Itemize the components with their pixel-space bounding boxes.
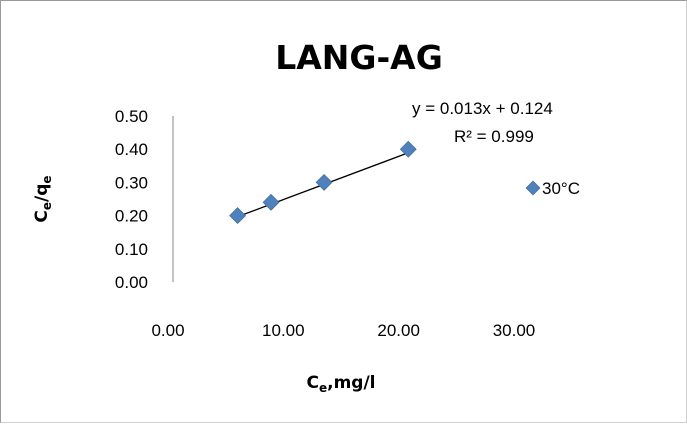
r-squared-label: R² = 0.999 [454, 127, 534, 146]
x-tick-label: 20.00 [377, 321, 420, 340]
x-tick-label: 10.00 [262, 321, 305, 340]
y-tick-label: 0.10 [115, 240, 148, 259]
y-tick-label: 0.20 [115, 207, 148, 226]
x-tick-label: 30.00 [493, 321, 536, 340]
legend: 30°C [525, 179, 580, 198]
y-axis-title: Ce/qe [32, 175, 54, 222]
legend-marker-icon [525, 180, 541, 196]
y-tick-label: 0.00 [115, 273, 148, 292]
y-tick-label: 0.40 [115, 140, 148, 159]
y-tick-label: 0.50 [115, 107, 148, 126]
data-point [315, 173, 333, 191]
data-point [229, 207, 247, 225]
y-tick-labels: 0.00 0.10 0.20 0.30 0.40 0.50 [115, 107, 148, 292]
data-points [229, 140, 417, 225]
legend-label: 30°C [542, 179, 580, 198]
data-point [399, 140, 417, 158]
data-point [262, 193, 280, 211]
chart-title: LANG-AG [275, 38, 443, 77]
x-tick-label: 0.00 [151, 321, 184, 340]
x-axis-title: Ce,mg/l [306, 373, 375, 395]
y-tick-label: 0.30 [115, 173, 148, 192]
x-tick-labels: 0.00 10.00 20.00 30.00 [151, 321, 535, 340]
trendline-equation: y = 0.013x + 0.124 [412, 99, 553, 118]
